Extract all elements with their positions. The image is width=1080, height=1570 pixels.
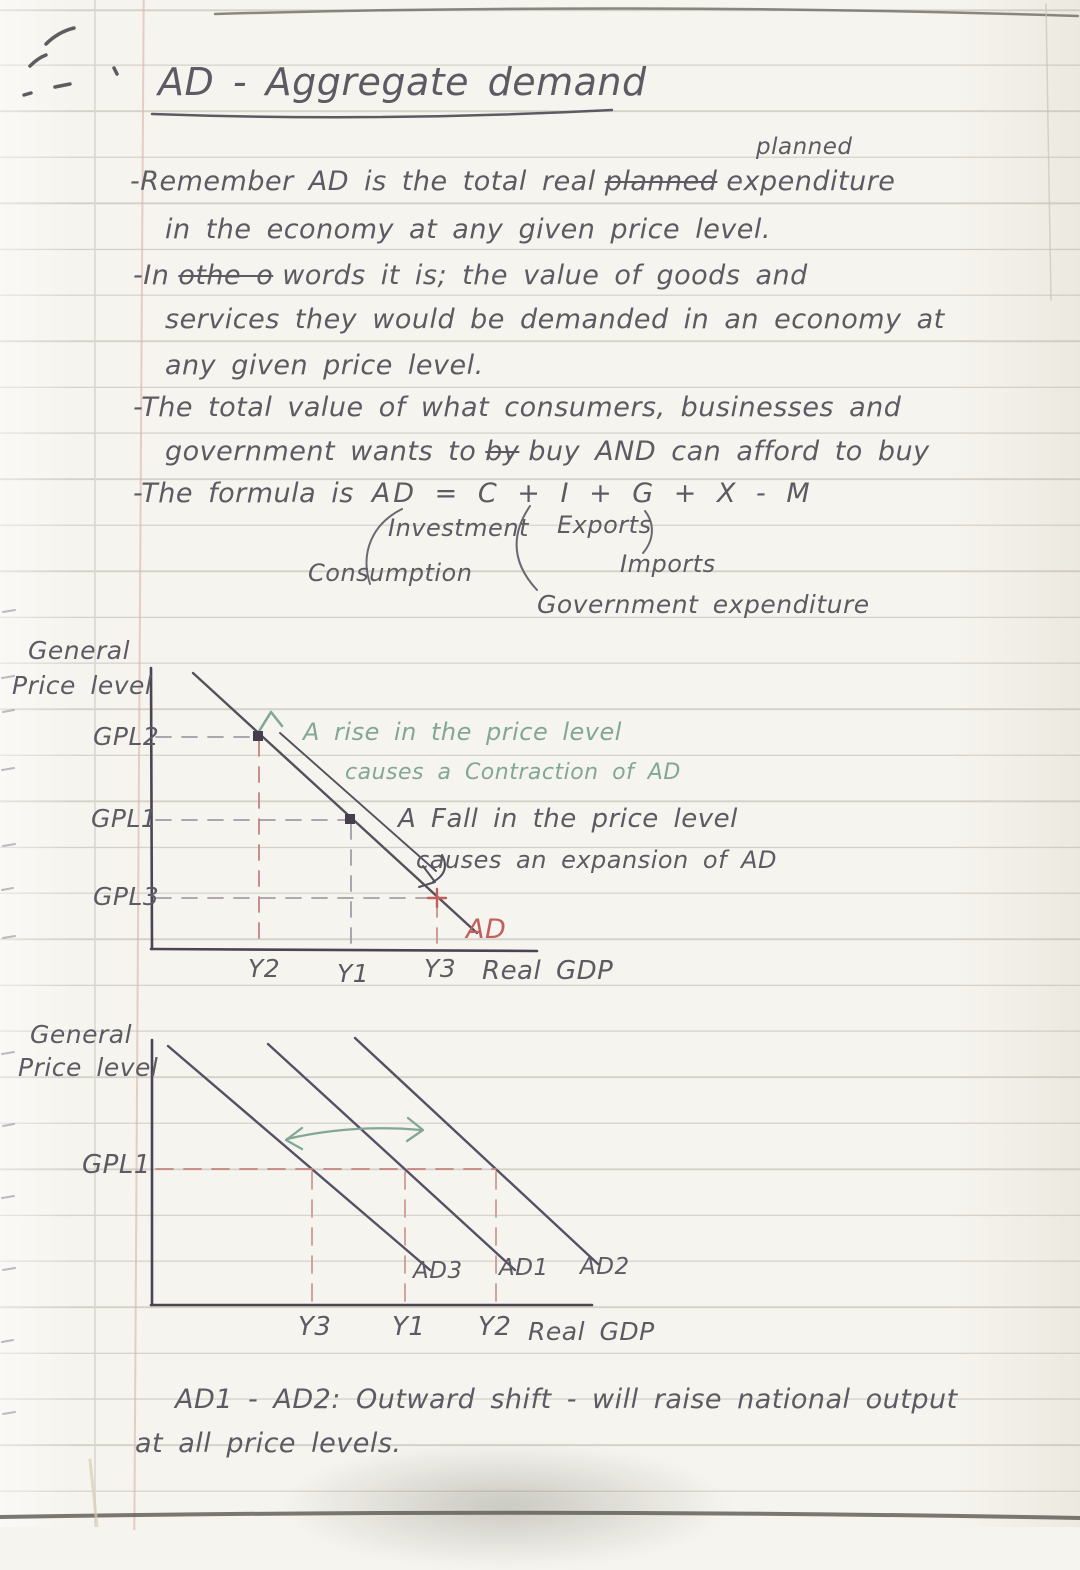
note-text: expenditure bbox=[726, 166, 896, 197]
note-text: -The formula is bbox=[133, 478, 354, 509]
ruled-paper-background bbox=[0, 0, 1080, 1527]
note-text: government wants to bbox=[165, 436, 477, 467]
footer-note-line2: at all price levels. bbox=[135, 1428, 402, 1459]
note-text: -Remember AD is the total real bbox=[130, 166, 596, 197]
note-line: -The total value of what consumers, busi… bbox=[133, 392, 902, 423]
inserted-word: planned bbox=[756, 134, 853, 160]
footer-note-line1: AD1 - AD2: Outward shift - will raise na… bbox=[175, 1384, 958, 1415]
struck-word: by bbox=[485, 436, 520, 467]
page-title: AD - Aggregate demand bbox=[158, 60, 647, 104]
graph1-ytick-gpl2: GPL2 bbox=[93, 722, 160, 751]
graph1-annotation-rise-2: causes a Contraction of AD bbox=[345, 760, 681, 785]
graph1-xtick-y2: Y2 bbox=[248, 954, 281, 983]
formula-line: -The formula is AD = C + I + G + X - M bbox=[133, 478, 813, 509]
graph1-xtick-y1: Y1 bbox=[337, 959, 370, 988]
note-line: in the economy at any given price level. bbox=[165, 214, 771, 245]
struck-word: othe o bbox=[178, 260, 274, 291]
graph1-ytick-gpl3: GPL3 bbox=[93, 882, 160, 911]
note-text: buy AND can afford to buy bbox=[528, 436, 930, 467]
graph2-axes bbox=[149, 1038, 594, 1307]
graph2-xlabel: Real GDP bbox=[528, 1317, 655, 1346]
graph1-annotation-fall-2: causes an expansion of AD bbox=[416, 846, 778, 874]
note-line: any given price level. bbox=[165, 350, 484, 381]
hand-drawn-ink bbox=[0, 3, 1080, 1527]
struck-word: planned bbox=[604, 166, 718, 197]
label-consumption: Consumption bbox=[308, 559, 473, 587]
label-government-expenditure: Government expenditure bbox=[537, 590, 870, 619]
label-investment: Investment bbox=[388, 514, 529, 542]
graph2-ylabel-line2: Price level bbox=[18, 1053, 159, 1082]
graph2-curve-label-ad2: AD2 bbox=[580, 1254, 630, 1280]
note-line: -In othe o words it is; the value of goods… bbox=[133, 260, 808, 291]
label-exports: Exports bbox=[557, 511, 652, 539]
graph1-annotation-rise-1: A rise in the price level bbox=[303, 718, 622, 746]
graph1-ylabel-line2: Price level bbox=[12, 671, 153, 700]
graph2-xtick-y1: Y1 bbox=[392, 1312, 426, 1342]
note-line: -Remember AD is the total real planned exp… bbox=[130, 166, 895, 197]
pen-doodle bbox=[22, 26, 119, 97]
graph1-axes bbox=[149, 666, 539, 953]
note-line: government wants to by buy AND can afford … bbox=[165, 436, 930, 467]
note-text: words it is; the value of goods and bbox=[282, 260, 808, 291]
graph1-annotation-fall-1: A Fall in the price level bbox=[398, 804, 738, 834]
graph1-ylabel-line1: General bbox=[28, 636, 131, 665]
graph2-ylabel-line1: General bbox=[30, 1020, 133, 1049]
graph2-xtick-y2: Y2 bbox=[478, 1312, 512, 1342]
note-line: services they would be demanded in an ec… bbox=[165, 304, 945, 335]
note-text: -In bbox=[133, 260, 170, 291]
label-imports: Imports bbox=[620, 550, 716, 578]
graph1-xtick-y3: Y3 bbox=[424, 954, 457, 983]
graph2-ytick-gpl1: GPL1 bbox=[82, 1150, 151, 1180]
graph1-curve-label-ad: AD bbox=[466, 914, 507, 945]
graph2-xtick-y3: Y3 bbox=[298, 1312, 332, 1342]
page-edge-line bbox=[94, 0, 96, 1527]
graph2-curve-label-ad3: AD3 bbox=[413, 1258, 463, 1284]
graph1-xlabel: Real GDP bbox=[482, 956, 614, 986]
graph2-curve-label-ad1: AD1 bbox=[499, 1255, 549, 1281]
graph1-ytick-gpl1: GPL1 bbox=[91, 804, 158, 833]
ad-formula: AD = C + I + G + X - M bbox=[371, 478, 813, 509]
